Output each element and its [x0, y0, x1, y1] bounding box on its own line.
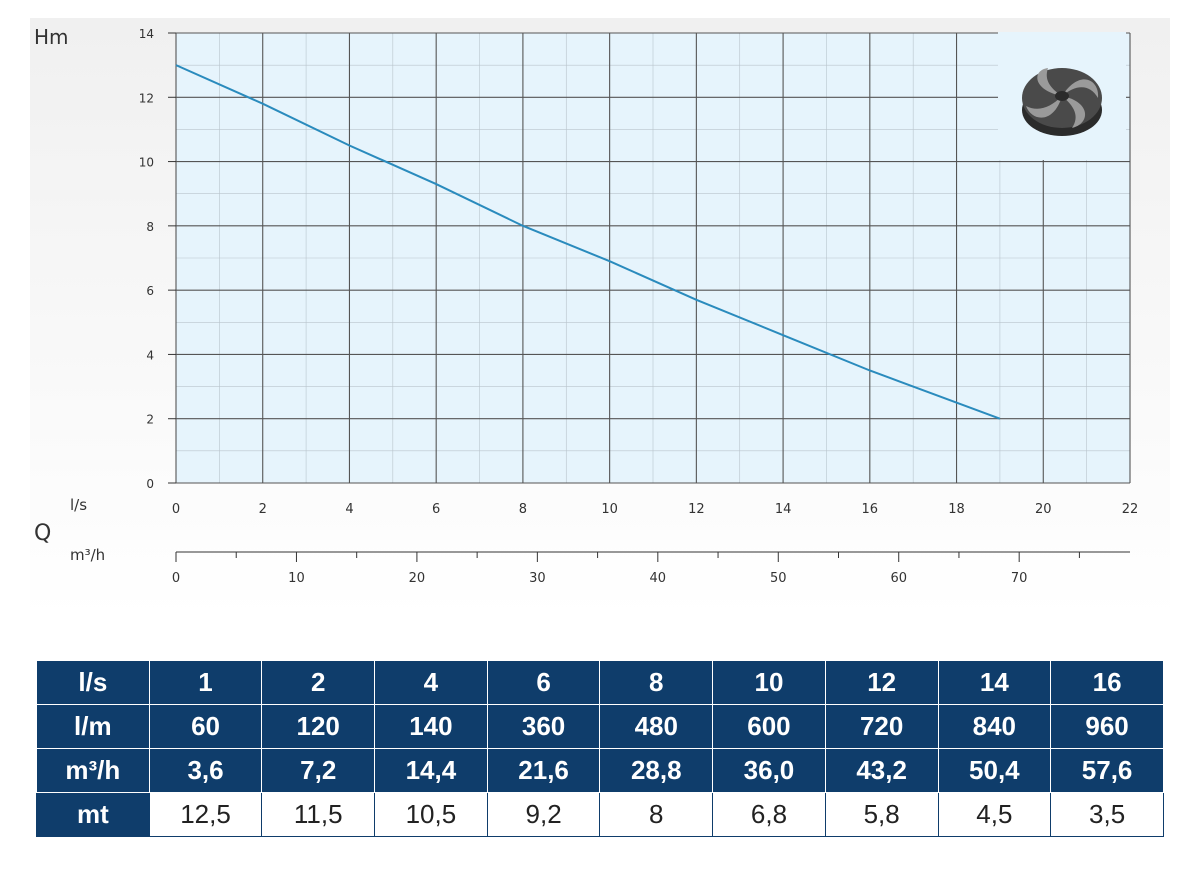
table-cell: 1 [148, 660, 263, 705]
row-header: l/s [36, 660, 150, 705]
pump-curve-chart: 0 2 4 6 8 10 12 14 0 2 4 6 8 10 12 14 16 18 20 22 0 10 20 30 4… [30, 18, 1170, 618]
y-tick-label: 14 [139, 27, 154, 41]
table-cell: 3,5 [1050, 792, 1164, 837]
x-tick-label: 8 [519, 502, 527, 517]
table-row: mt 12,5 11,5 10,5 9,2 8 6,8 5,8 4,5 3,5 [36, 792, 1164, 837]
table-cell: 14 [937, 660, 1052, 705]
table-cell: 36,0 [712, 748, 826, 793]
table-row: l/s 1 2 4 6 8 10 12 14 16 [36, 660, 1164, 705]
table-cell: 16 [1050, 660, 1164, 705]
y-tick-label: 2 [146, 413, 154, 427]
pump-performance-table: l/s 1 2 4 6 8 10 12 14 16 l/m 60 120 140 360 480 600 720 8… [36, 660, 1164, 837]
table-cell: 10 [712, 660, 826, 705]
x2-tick-label: 0 [172, 571, 180, 586]
pump-impeller-icon [998, 32, 1126, 160]
table-cell: 2 [261, 660, 376, 705]
table-cell: 12 [824, 660, 939, 705]
x-unit-secondary: m³/h [70, 546, 105, 564]
table-cell: 9,2 [486, 792, 601, 837]
x-tick-label: 16 [862, 502, 879, 517]
x-tick-label: 6 [432, 502, 440, 517]
minor-grid [176, 33, 1130, 483]
table-cell: 8 [599, 660, 714, 705]
table-cell: 120 [261, 704, 376, 749]
table-cell: 43,2 [824, 748, 939, 793]
y-tick-label: 4 [146, 348, 154, 362]
x2-tick-label: 70 [1011, 571, 1028, 586]
table-row: m³/h 3,6 7,2 14,4 21,6 28,8 36,0 43,2 50,4 57,6 [36, 748, 1164, 793]
x2-tick-label: 10 [288, 571, 305, 586]
x-tick-label: 14 [775, 502, 792, 517]
x-tick-label: 4 [345, 502, 353, 517]
x2-tick-label: 20 [409, 571, 426, 586]
row-header: mt [36, 792, 150, 837]
x-tick-label: 2 [259, 502, 267, 517]
table-cell: 7,2 [261, 748, 376, 793]
x2-tick-label: 30 [529, 571, 546, 586]
table-cell: 4,5 [937, 792, 1052, 837]
table-cell: 57,6 [1050, 748, 1164, 793]
y-tick-label: 8 [146, 220, 154, 234]
x-tick-label: 20 [1035, 502, 1052, 517]
table-cell: 28,8 [599, 748, 714, 793]
table-cell: 4 [374, 660, 488, 705]
table-cell: 11,5 [261, 792, 376, 837]
table-cell: 60 [148, 704, 263, 749]
table-cell: 14,4 [374, 748, 488, 793]
table-cell: 140 [374, 704, 488, 749]
y-tick-labels: 0 2 4 6 8 10 12 14 [139, 27, 176, 491]
secondary-x-axis: 0 10 20 30 40 50 60 70 [172, 551, 1130, 586]
pump-curve-line [175, 64, 1001, 420]
table-cell: 3,6 [148, 748, 263, 793]
x-tick-label: 0 [172, 502, 180, 517]
x2-tick-label: 40 [650, 571, 667, 586]
x-tick-label: 10 [601, 502, 618, 517]
major-grid [175, 32, 1131, 484]
table-cell: 6 [486, 660, 601, 705]
y-tick-label: 0 [146, 477, 154, 491]
table-row: l/m 60 120 140 360 480 600 720 840 960 [36, 704, 1164, 749]
x-tick-label: 12 [688, 502, 705, 517]
table-cell: 600 [712, 704, 826, 749]
table-cell: 12,5 [148, 792, 263, 837]
series-group [175, 64, 1001, 420]
table-cell: 360 [486, 704, 601, 749]
x-tick-label: 22 [1122, 502, 1139, 517]
table-cell: 840 [937, 704, 1052, 749]
table-cell: 960 [1050, 704, 1164, 749]
table-cell: 8 [599, 792, 714, 837]
table-cell: 720 [824, 704, 939, 749]
x2-tick-label: 50 [770, 571, 787, 586]
x-tick-label: 18 [948, 502, 965, 517]
table-cell: 5,8 [824, 792, 939, 837]
x-tick-labels: 0 2 4 6 8 10 12 14 16 18 20 22 [172, 502, 1138, 517]
table-cell: 480 [599, 704, 714, 749]
y-tick-label: 6 [146, 284, 154, 298]
table-cell: 10,5 [374, 792, 488, 837]
x-unit-primary: l/s [70, 496, 87, 514]
x2-tick-label: 60 [890, 571, 907, 586]
y-axis-label: Hm [34, 25, 69, 49]
row-header: l/m [36, 704, 150, 749]
table-cell: 50,4 [937, 748, 1052, 793]
x-axis-label: Q [34, 521, 51, 546]
table-cell: 21,6 [486, 748, 601, 793]
table-cell: 6,8 [712, 792, 826, 837]
y-tick-label: 10 [139, 156, 154, 170]
row-header: m³/h [36, 748, 150, 793]
y-tick-label: 12 [139, 91, 154, 105]
